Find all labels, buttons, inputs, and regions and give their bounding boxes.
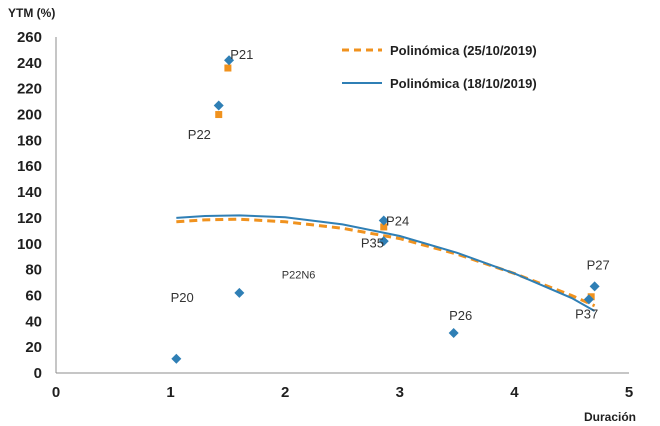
data-point-diamond — [448, 327, 459, 338]
data-point-diamond — [213, 100, 224, 111]
data-point-diamond — [583, 294, 594, 305]
data-point-diamond — [378, 236, 389, 247]
x-tick-label: 5 — [625, 384, 633, 401]
point-label: P37 — [575, 307, 598, 322]
axes: 0 1 2 3 4 5 0 20 40 60 80 100 120 140 160 180 200 220 240… — [17, 29, 633, 401]
y-tick-labels: 0 20 40 60 80 100 120 140 160 180 200 220 240 260 — [17, 29, 42, 382]
point-label: P20 — [171, 290, 194, 305]
data-points — [171, 55, 600, 364]
point-label: P35 — [361, 236, 384, 251]
point-label: P22 — [188, 127, 211, 142]
trendlines — [176, 214, 596, 312]
x-tick-label: 3 — [396, 384, 404, 401]
data-point-square — [380, 223, 388, 231]
x-tick-labels: 0 1 2 3 4 5 — [52, 384, 633, 401]
y-tick-label: 100 — [17, 236, 42, 253]
point-label: P22N6 — [282, 270, 316, 282]
x-tick-label: 2 — [281, 384, 289, 401]
x-axis-title: Duración — [584, 410, 636, 424]
data-point-diamond — [171, 353, 182, 364]
x-tick-label: 0 — [52, 384, 60, 401]
y-tick-label: 240 — [17, 55, 42, 72]
point-label: P21 — [230, 47, 253, 62]
y-tick-label: 180 — [17, 132, 42, 149]
data-point-diamond — [378, 215, 389, 226]
y-tick-label: 120 — [17, 210, 42, 227]
data-point-diamond — [224, 55, 235, 66]
y-tick-label: 160 — [17, 158, 42, 175]
x-tick-label: 1 — [166, 384, 174, 401]
y-tick-label: 260 — [17, 29, 42, 46]
data-point-square — [215, 111, 223, 119]
y-tick-label: 60 — [25, 287, 42, 304]
trendline-18-10 — [176, 214, 596, 312]
trendline-25-10 — [176, 217, 596, 308]
data-point-diamond — [234, 287, 245, 298]
y-axis-title: YTM (%) — [8, 6, 55, 20]
y-tick-label: 140 — [17, 184, 42, 201]
y-tick-label: 220 — [17, 81, 42, 98]
legend-label-25-10: Polinómica (25/10/2019) — [390, 43, 537, 58]
y-tick-label: 0 — [34, 365, 42, 382]
point-label: P24 — [386, 214, 409, 229]
point-label: P26 — [449, 308, 472, 323]
point-label: P27 — [587, 258, 610, 273]
legend: Polinómica (25/10/2019) Polinómica (18/1… — [342, 43, 537, 91]
data-point-diamond — [589, 281, 600, 292]
y-tick-label: 40 — [25, 313, 42, 330]
y-tick-label: 80 — [25, 262, 42, 279]
y-tick-label: 20 — [25, 339, 42, 356]
x-tick-label: 4 — [510, 384, 519, 401]
y-tick-label: 200 — [17, 107, 42, 124]
data-point-square — [224, 64, 232, 72]
legend-label-18-10: Polinómica (18/10/2019) — [390, 76, 537, 91]
